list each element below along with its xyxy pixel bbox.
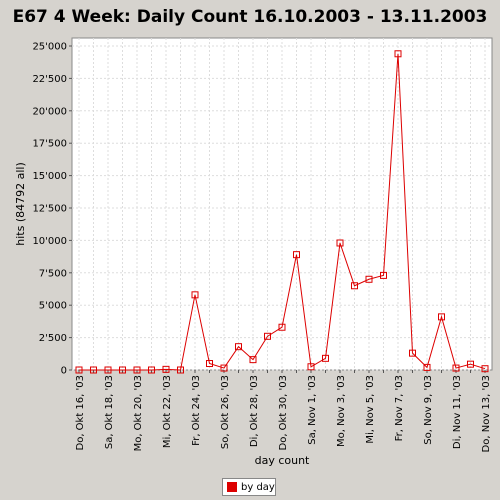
data-point-marker (351, 282, 358, 290)
data-point-marker (148, 366, 155, 374)
legend: by day (222, 478, 276, 496)
x-tick-label: So, Okt 26, '03 (220, 375, 231, 449)
data-point-marker (90, 366, 97, 374)
x-tick-label: Di, Okt 28, '03 (249, 375, 260, 447)
x-tick-label: Mi, Nov 5, '03 (365, 375, 376, 444)
x-tick-label: Fr, Nov 7, '03 (394, 375, 405, 441)
x-tick-label: So, Nov 9, '03 (423, 375, 434, 445)
y-tick-label: 15'000 (32, 171, 67, 182)
data-point-marker (452, 364, 460, 372)
y-tick-label: 20'000 (32, 106, 67, 117)
data-point-marker (322, 354, 329, 362)
data-point-marker (409, 349, 416, 357)
data-point-marker (104, 366, 112, 374)
x-axis: Do, Okt 16, '03 Sa, Okt 18, '03 Mo, Okt 20… (75, 370, 492, 452)
data-point-marker (481, 365, 489, 373)
data-point-marker (75, 366, 83, 374)
x-axis-label: day count (255, 454, 310, 467)
data-point-marker (394, 50, 402, 58)
y-tick-label: 17'500 (32, 139, 67, 150)
y-tick-label: 10'000 (32, 236, 67, 247)
x-tick-label: Sa, Okt 18, '03 (104, 375, 115, 449)
x-tick-label: Do, Okt 16, '03 (75, 375, 86, 451)
data-point-marker (249, 356, 257, 364)
y-tick-label: 5'000 (39, 301, 67, 312)
data-point-marker (264, 332, 271, 340)
data-point-marker (365, 275, 373, 283)
y-tick-label: 25'000 (32, 42, 67, 53)
y-tick-label: 12'500 (32, 204, 67, 215)
data-point-marker (220, 364, 228, 372)
data-point-marker (336, 239, 344, 247)
x-tick-label: Mi, Okt 22, '03 (162, 375, 173, 448)
data-point-marker (162, 365, 170, 373)
y-tick-label: 22'500 (32, 74, 67, 85)
x-tick-label: Do, Nov 13, '03 (481, 375, 492, 452)
data-point-marker (307, 363, 315, 371)
legend-label: by day (241, 481, 275, 493)
y-tick-label: 2'500 (39, 333, 67, 344)
data-point-marker (278, 323, 286, 331)
data-point-marker (133, 366, 141, 374)
legend-swatch (227, 482, 237, 492)
x-tick-label: Do, Okt 30, '03 (278, 375, 289, 451)
series-by-day (75, 50, 489, 374)
data-point-marker (177, 366, 184, 374)
x-tick-label: Di, Nov 11, '03 (452, 375, 463, 449)
y-tick-label: 0 (61, 366, 67, 377)
data-point-marker (423, 363, 431, 371)
y-tick-label: 7'500 (39, 268, 67, 279)
x-tick-label: Mo, Okt 20, '03 (133, 375, 144, 451)
data-point-marker (293, 251, 300, 259)
y-axis: 0 2'500 5'000 7'500 10'000 12'500 15'000 17'500… (32, 42, 72, 377)
x-tick-label: Sa, Nov 1, '03 (307, 375, 318, 445)
x-tick-label: Fr, Okt 24, '03 (191, 375, 202, 446)
data-point-marker (438, 313, 445, 321)
series-line (79, 53, 486, 371)
chart-title: E67 4 Week: Daily Count 16.10.2003 - 13.… (12, 7, 488, 27)
data-point-marker (235, 343, 242, 351)
data-point-marker (191, 291, 199, 299)
data-point-marker (119, 366, 126, 374)
data-point-marker (380, 271, 387, 279)
y-axis-label: hits (84792 all) (14, 162, 27, 246)
data-point-marker (206, 360, 213, 368)
x-tick-label: Mo, Nov 3, '03 (336, 375, 347, 447)
grid (72, 38, 492, 371)
data-point-marker (467, 360, 474, 368)
